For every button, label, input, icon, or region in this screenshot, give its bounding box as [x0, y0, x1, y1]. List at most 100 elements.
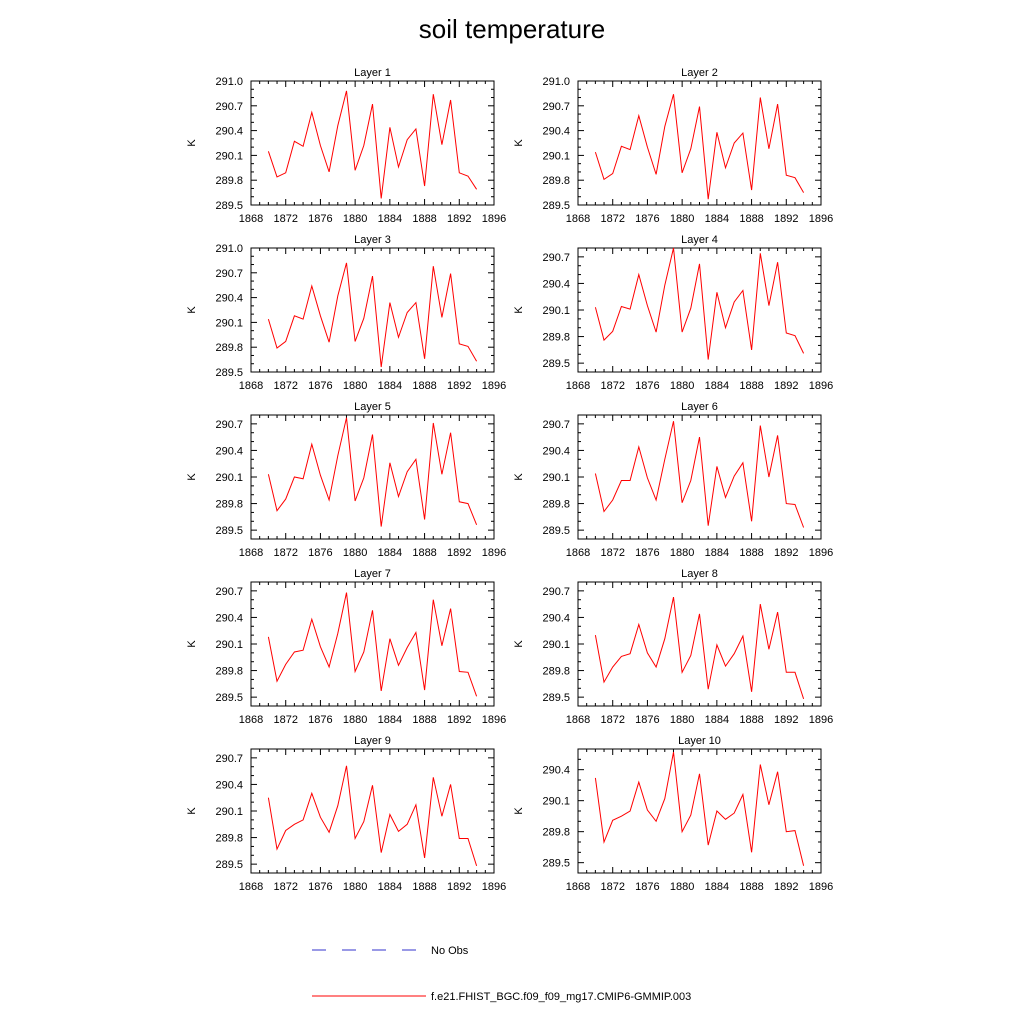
chart-panel-7: Layer 7 1868 1872 1876 1880 1884 1888 1892 1896 2… — [186, 568, 506, 726]
x-tick-label: 1884 — [378, 213, 402, 225]
x-tick-label: 1872 — [273, 213, 297, 225]
series-line — [267, 90, 478, 199]
y-axis-label: K — [513, 139, 525, 147]
y-tick-label: 290.4 — [542, 612, 570, 624]
chart-panel-5: Layer 5 1868 1872 1876 1880 1884 1888 1892 1896 2… — [186, 401, 506, 559]
x-tick-label: 1896 — [482, 547, 506, 559]
x-tick-label: 1868 — [239, 380, 263, 392]
y-tick-label: 290.4 — [215, 445, 243, 457]
y-tick-label: 290.1 — [215, 150, 243, 162]
x-tick-label: 1888 — [412, 380, 436, 392]
chart-panel-10: Layer 10 1868 1872 1876 1880 1884 1888 1892 1896… — [513, 735, 833, 893]
x-tick-label: 1880 — [670, 380, 694, 392]
chart-panel-1: Layer 1 1868 1872 1876 1880 1884 1888 1892 1896 2… — [186, 67, 506, 225]
y-tick-label: 290.7 — [215, 101, 243, 113]
x-tick-label: 1896 — [809, 714, 833, 726]
x-tick-label: 1884 — [378, 547, 402, 559]
x-tick-label: 1876 — [635, 881, 659, 893]
x-tick-label: 1872 — [273, 380, 297, 392]
y-tick-label: 289.5 — [542, 358, 570, 370]
x-tick-label: 1872 — [273, 547, 297, 559]
x-tick-label: 1892 — [774, 714, 798, 726]
x-tick-label: 1876 — [635, 714, 659, 726]
y-tick-label: 291.0 — [215, 76, 243, 88]
x-tick-label: 1880 — [343, 213, 367, 225]
plot-frame — [577, 581, 822, 707]
x-tick-label: 1868 — [566, 714, 590, 726]
x-tick-label: 1876 — [308, 547, 332, 559]
y-tick-label: 290.1 — [542, 639, 570, 651]
y-tick-label: 290.7 — [542, 586, 570, 598]
panel-title: Layer 9 — [354, 735, 391, 747]
x-tick-label: 1868 — [239, 547, 263, 559]
x-tick-label: 1896 — [809, 547, 833, 559]
y-tick-label: 289.8 — [215, 833, 243, 845]
chart-panel-2: Layer 2 1868 1872 1876 1880 1884 1888 1892 1896 2… — [513, 67, 833, 225]
plot-frame — [250, 414, 495, 540]
x-tick-label: 1888 — [739, 881, 763, 893]
x-tick-label: 1888 — [739, 380, 763, 392]
y-tick-label: 290.1 — [215, 472, 243, 484]
y-tick-label: 290.4 — [215, 293, 243, 305]
panel-title: Layer 1 — [354, 67, 391, 79]
x-tick-label: 1884 — [378, 380, 402, 392]
y-tick-label: 291.0 — [215, 243, 243, 255]
panel-title: Layer 6 — [681, 401, 718, 413]
legend-label-no-obs: No Obs — [431, 945, 469, 957]
x-tick-label: 1872 — [600, 881, 624, 893]
x-tick-label: 1868 — [566, 380, 590, 392]
y-tick-label: 289.8 — [542, 666, 570, 678]
x-tick-label: 1868 — [566, 881, 590, 893]
x-tick-label: 1876 — [635, 380, 659, 392]
y-tick-label: 290.4 — [215, 779, 243, 791]
y-tick-label: 290.4 — [215, 612, 243, 624]
plot-frame — [250, 748, 495, 874]
x-tick-label: 1884 — [378, 714, 402, 726]
x-tick-label: 1888 — [739, 213, 763, 225]
chart-panel-9: Layer 9 1868 1872 1876 1880 1884 1888 1892 1896 2… — [186, 735, 506, 893]
y-tick-label: 290.7 — [542, 419, 570, 431]
x-tick-label: 1892 — [447, 213, 471, 225]
x-tick-label: 1896 — [482, 714, 506, 726]
y-axis-label: K — [186, 473, 198, 481]
y-tick-label: 290.7 — [215, 419, 243, 431]
x-tick-label: 1876 — [308, 380, 332, 392]
x-tick-label: 1888 — [412, 714, 436, 726]
series-line — [594, 421, 805, 528]
y-tick-label: 289.8 — [215, 175, 243, 187]
y-tick-label: 289.8 — [215, 666, 243, 678]
y-axis-label: K — [513, 473, 525, 481]
x-tick-label: 1872 — [273, 714, 297, 726]
x-tick-label: 1892 — [447, 547, 471, 559]
x-tick-label: 1884 — [705, 547, 729, 559]
series-line — [594, 596, 805, 700]
y-tick-label: 289.5 — [215, 525, 243, 537]
x-tick-label: 1888 — [412, 881, 436, 893]
x-tick-label: 1880 — [670, 881, 694, 893]
y-tick-label: 290.4 — [542, 445, 570, 457]
chart-panel-4: Layer 4 1868 1872 1876 1880 1884 1888 1892 1896 2… — [513, 234, 833, 392]
x-tick-label: 1888 — [412, 213, 436, 225]
x-tick-label: 1896 — [809, 380, 833, 392]
x-tick-label: 1896 — [482, 881, 506, 893]
x-tick-label: 1872 — [600, 380, 624, 392]
y-axis-label: K — [186, 807, 198, 815]
y-tick-label: 289.8 — [215, 499, 243, 511]
x-tick-label: 1892 — [774, 213, 798, 225]
x-tick-label: 1876 — [635, 213, 659, 225]
y-tick-label: 290.7 — [542, 252, 570, 264]
y-axis-label: K — [186, 306, 198, 314]
plot-frame — [250, 80, 495, 206]
chart-panel-3: Layer 3 1868 1872 1876 1880 1884 1888 1892 1896 2… — [186, 234, 506, 392]
y-tick-label: 290.1 — [542, 305, 570, 317]
plot-frame — [577, 748, 822, 874]
y-tick-label: 290.1 — [542, 472, 570, 484]
x-tick-label: 1872 — [600, 714, 624, 726]
x-tick-label: 1868 — [239, 714, 263, 726]
y-tick-label: 290.4 — [215, 126, 243, 138]
y-tick-label: 290.4 — [542, 126, 570, 138]
y-tick-label: 290.4 — [542, 765, 570, 777]
y-tick-label: 290.4 — [542, 278, 570, 290]
y-tick-label: 289.5 — [542, 525, 570, 537]
x-tick-label: 1880 — [343, 547, 367, 559]
